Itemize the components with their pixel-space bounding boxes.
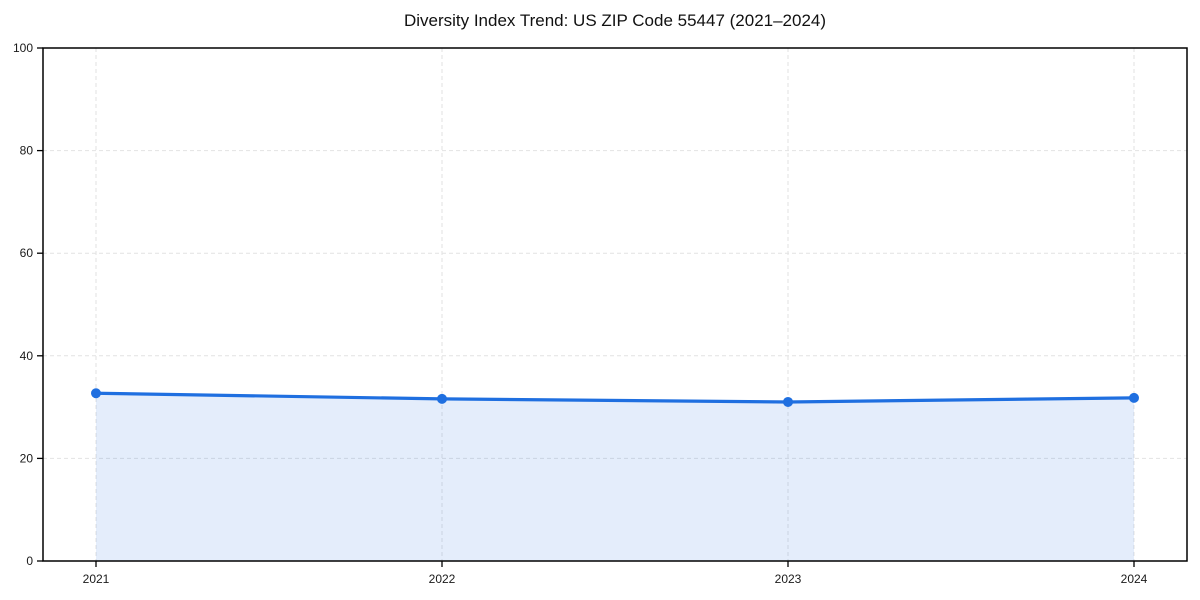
x-tick-label: 2022 xyxy=(429,572,456,586)
y-tick-label: 0 xyxy=(26,554,33,568)
y-tick-label: 40 xyxy=(20,349,34,363)
y-tick-label: 80 xyxy=(20,144,34,158)
y-tick-label: 100 xyxy=(13,41,33,55)
x-tick-label: 2023 xyxy=(775,572,802,586)
chart-title: Diversity Index Trend: US ZIP Code 55447… xyxy=(403,11,827,30)
y-tick-label: 20 xyxy=(20,451,34,465)
data-point xyxy=(437,393,447,404)
data-point xyxy=(1129,392,1139,403)
area-fill xyxy=(96,393,1134,561)
trend-line xyxy=(94,391,1136,404)
y-tick-label: 60 xyxy=(20,246,34,260)
x-tick-label: 2021 xyxy=(83,572,110,586)
x-tick-label: 2024 xyxy=(1121,572,1148,586)
data-point xyxy=(91,388,101,399)
data-point xyxy=(783,396,793,407)
plot-border xyxy=(42,47,1188,562)
